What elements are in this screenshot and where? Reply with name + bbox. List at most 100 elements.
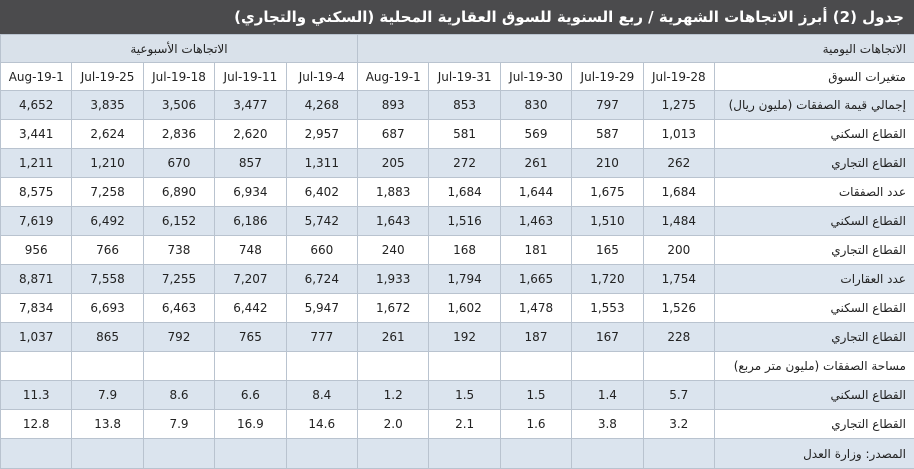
row-label: القطاع السكني: [714, 207, 914, 236]
value-cell: 192: [429, 323, 500, 352]
value-cell: 1,510: [572, 207, 643, 236]
value-cell: 13.8: [72, 410, 143, 439]
data-row: مساحة الصفقات (مليون متر مربع): [1, 352, 914, 381]
value-cell: 1,553: [572, 294, 643, 323]
row-label: عدد العقارات: [714, 265, 914, 294]
value-cell: 1.6: [500, 410, 571, 439]
value-cell: 1,210: [72, 149, 143, 178]
value-cell: 853: [429, 91, 500, 120]
empty-cell: [1, 352, 72, 381]
empty-cell: [643, 439, 714, 469]
value-cell: 1,463: [500, 207, 571, 236]
value-cell: 1.4: [572, 381, 643, 410]
value-cell: 792: [143, 323, 214, 352]
value-cell: 6,152: [143, 207, 214, 236]
row-label: القطاع التجاري: [714, 236, 914, 265]
row-label: مساحة الصفقات (مليون متر مربع): [714, 352, 914, 381]
value-cell: 6,934: [215, 178, 286, 207]
value-cell: 1,526: [643, 294, 714, 323]
row-label: القطاع السكني: [714, 120, 914, 149]
value-cell: 748: [215, 236, 286, 265]
date-header: 4-Jul-19: [286, 63, 357, 91]
row-label: القطاع التجاري: [714, 149, 914, 178]
empty-cell: [643, 352, 714, 381]
header-row: الاتجاهات اليومية الاتجاهات الأسبوعية: [1, 35, 914, 63]
empty-cell: [72, 352, 143, 381]
date-header: 18-Jul-19: [143, 63, 214, 91]
value-cell: 12.8: [1, 410, 72, 439]
value-cell: 1,883: [357, 178, 428, 207]
value-cell: 1,478: [500, 294, 571, 323]
value-cell: 14.6: [286, 410, 357, 439]
value-cell: 181: [500, 236, 571, 265]
value-cell: 6,724: [286, 265, 357, 294]
value-cell: 569: [500, 120, 571, 149]
value-cell: 1,013: [643, 120, 714, 149]
value-cell: 210: [572, 149, 643, 178]
row-label: إجمالي قيمة الصفقات (مليون ريال): [714, 91, 914, 120]
value-cell: 738: [143, 236, 214, 265]
date-header: 29-Jul-19: [572, 63, 643, 91]
value-cell: 1,684: [643, 178, 714, 207]
empty-cell: [500, 439, 571, 469]
date-header: 30-Jul-19: [500, 63, 571, 91]
value-cell: 797: [572, 91, 643, 120]
value-cell: 8,575: [1, 178, 72, 207]
date-header: 1-Aug-19: [357, 63, 428, 91]
empty-cell: [72, 439, 143, 469]
value-cell: 893: [357, 91, 428, 120]
value-cell: 2,620: [215, 120, 286, 149]
value-cell: 11.3: [1, 381, 72, 410]
value-cell: 777: [286, 323, 357, 352]
value-cell: 2,836: [143, 120, 214, 149]
value-cell: 167: [572, 323, 643, 352]
date-header: 31-Jul-19: [429, 63, 500, 91]
value-cell: 1.2: [357, 381, 428, 410]
value-cell: 3,835: [72, 91, 143, 120]
daily-header: الاتجاهات اليومية: [357, 35, 914, 63]
value-cell: 1,720: [572, 265, 643, 294]
row-label: القطاع التجاري: [714, 323, 914, 352]
date-header: 11-Jul-19: [215, 63, 286, 91]
value-cell: 3.8: [572, 410, 643, 439]
value-cell: 587: [572, 120, 643, 149]
column-label: متغيرات السوق: [714, 63, 914, 91]
empty-cell: [429, 352, 500, 381]
value-cell: 766: [72, 236, 143, 265]
data-table: الاتجاهات اليومية الاتجاهات الأسبوعية مت…: [0, 34, 914, 469]
value-cell: 1,675: [572, 178, 643, 207]
value-cell: 200: [643, 236, 714, 265]
value-cell: 7.9: [72, 381, 143, 410]
value-cell: 1,665: [500, 265, 571, 294]
value-cell: 7,619: [1, 207, 72, 236]
value-cell: 1,211: [1, 149, 72, 178]
value-cell: 5.7: [643, 381, 714, 410]
value-cell: 3.2: [643, 410, 714, 439]
value-cell: 1,643: [357, 207, 428, 236]
value-cell: 1,684: [429, 178, 500, 207]
value-cell: 7,558: [72, 265, 143, 294]
value-cell: 2.1: [429, 410, 500, 439]
value-cell: 205: [357, 149, 428, 178]
value-cell: 3,506: [143, 91, 214, 120]
value-cell: 857: [215, 149, 286, 178]
value-cell: 240: [357, 236, 428, 265]
table-body: الاتجاهات اليومية الاتجاهات الأسبوعية مت…: [1, 35, 914, 469]
value-cell: 1,754: [643, 265, 714, 294]
row-label: القطاع السكني: [714, 381, 914, 410]
value-cell: 1,516: [429, 207, 500, 236]
value-cell: 687: [357, 120, 428, 149]
value-cell: 956: [1, 236, 72, 265]
value-cell: 660: [286, 236, 357, 265]
value-cell: 765: [215, 323, 286, 352]
value-cell: 5,947: [286, 294, 357, 323]
empty-cell: [572, 352, 643, 381]
date-header: 1-Aug-19: [1, 63, 72, 91]
value-cell: 7.9: [143, 410, 214, 439]
